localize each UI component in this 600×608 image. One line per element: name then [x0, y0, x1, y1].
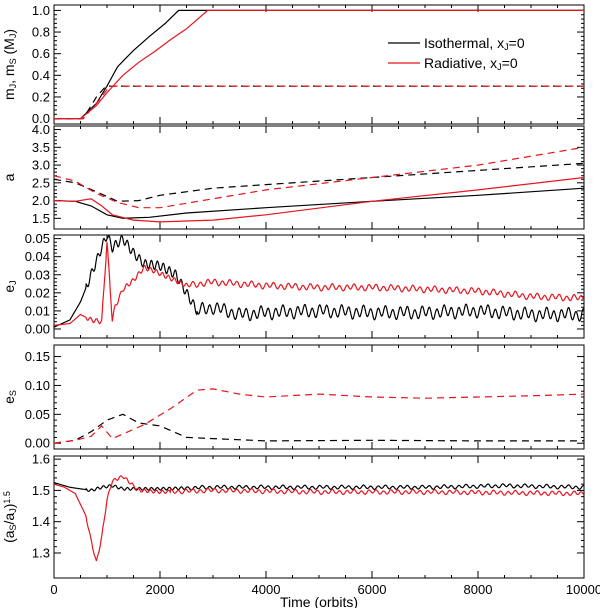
- y-axis-label-part: m: [1, 88, 17, 100]
- x-axis-label: Time (orbits): [280, 594, 358, 608]
- y-axis-label-part: 1.5: [2, 491, 12, 504]
- series-line-semimajor-2: [54, 162, 584, 202]
- y-axis-label-part: /a: [1, 513, 17, 525]
- y-tick-label: 0.15: [25, 349, 50, 364]
- x-tick-label: 4000: [252, 582, 281, 597]
- panel-mass: 0.00.20.40.60.81.0mJ, mS (MJ): [1, 3, 585, 126]
- y-axis-label: mJ, mS (MJ): [1, 29, 18, 100]
- y-axis-label: eS: [1, 390, 18, 404]
- y-axis-label-part: , m: [1, 64, 17, 83]
- legend-label-suffix: =0: [502, 55, 518, 71]
- panel-frame: [53, 125, 585, 230]
- panel-eJ: 0.00 0.01 0.02 0.03 0.04 0.05 eJ: [1, 231, 585, 339]
- y-tick-label: 3.5: [32, 140, 50, 155]
- panel-frame: [53, 455, 585, 579]
- x-tick-label: 10000: [566, 582, 600, 597]
- x-tick-label: 8000: [464, 582, 493, 597]
- y-axis-label: a: [1, 173, 17, 181]
- series-line-ratio-1: [54, 475, 584, 562]
- y-tick-label: 1.6: [32, 452, 50, 467]
- y-axis-label-part: ): [1, 504, 17, 509]
- y-axis-label: eJ: [1, 280, 18, 292]
- y-axis-label-part: e: [1, 396, 17, 404]
- y-axis-label-part: ): [1, 29, 17, 34]
- legend-label-text: Radiative, x: [424, 55, 497, 71]
- y-axis-label-part: J: [8, 34, 18, 39]
- y-axis-label-part: S: [8, 58, 18, 64]
- series-line-semimajor-1: [54, 176, 584, 223]
- y-tick-label: 4.0: [32, 122, 50, 137]
- y-axis-label-part: J: [8, 84, 18, 89]
- y-tick-label: 1.5: [32, 211, 50, 226]
- panel-frame: [53, 344, 585, 450]
- x-tick-label: 2000: [146, 582, 175, 597]
- legend-label-subscript: J: [504, 42, 509, 52]
- y-axis-label-part: a: [1, 173, 17, 181]
- x-tick-label: 6000: [358, 582, 387, 597]
- y-tick-label: 2.0: [32, 193, 50, 208]
- legend-label-suffix: =0: [509, 35, 525, 51]
- y-tick-label: 0.05: [25, 231, 50, 246]
- y-tick-label: 0.2: [32, 89, 50, 104]
- series-line-eS-1: [54, 388, 584, 444]
- series-line-semimajor-0: [54, 187, 584, 219]
- y-tick-label: 0.02: [25, 285, 50, 300]
- y-tick-label: 0.03: [25, 267, 50, 282]
- y-tick-label: 1.4: [32, 514, 50, 529]
- y-axis-label-part: (M: [1, 38, 17, 58]
- legend-label-text: Isothermal, x: [424, 35, 504, 51]
- series-line-semimajor-3: [54, 146, 584, 209]
- y-tick-label: 1.0: [32, 3, 50, 18]
- y-tick-label: 0.0: [32, 111, 50, 126]
- y-tick-label: 0.6: [32, 46, 50, 61]
- y-tick-label: 0.00: [25, 321, 50, 336]
- y-tick-label: 1.5: [32, 483, 50, 498]
- panel-semimajor: 1.5 2.0 2.5 3.0 3.5 4.0 a: [1, 122, 585, 230]
- y-tick-label: 1.3: [32, 545, 50, 560]
- series-line-eJ-1: [54, 242, 584, 326]
- y-tick-label: 0.05: [25, 407, 50, 422]
- y-tick-label: 0.00: [25, 436, 50, 451]
- legend-label-radiative: Radiative, xJ=0: [424, 55, 518, 72]
- y-axis-label-part: (a: [1, 530, 17, 543]
- y-tick-label: 0.04: [25, 249, 50, 264]
- y-axis-label-part: J: [8, 280, 18, 285]
- y-tick-label: 3.0: [32, 158, 50, 173]
- series-line-ratio-0: [54, 482, 584, 492]
- y-tick-label: 0.01: [25, 303, 50, 318]
- series-line-mass-3: [54, 85, 584, 120]
- y-axis-label-part: S: [8, 390, 18, 396]
- y-tick-label: 2.5: [32, 175, 50, 190]
- y-axis-label: (aS/aJ)1.5: [1, 491, 18, 543]
- panel-ratio: 1.31.41.51.6(aS/aJ)1.50 2000 4000 6000 8000 1…: [1, 452, 600, 608]
- series-line-mass-2: [54, 85, 584, 120]
- legend-label-subscript: J: [497, 62, 502, 72]
- y-axis-label-part: J: [8, 508, 18, 513]
- y-axis-label-part: S: [8, 524, 18, 530]
- y-axis-label-part: e: [1, 285, 17, 293]
- y-tick-label: 0.4: [32, 68, 50, 83]
- panel-eS: 0.00 0.05 0.10 0.15 eS: [1, 344, 585, 451]
- y-tick-label: 0.10: [25, 378, 50, 393]
- series-line-eJ-0: [54, 235, 584, 328]
- legend-label-isothermal: Isothermal, xJ=0: [424, 35, 525, 52]
- x-tick-label: 0: [50, 582, 57, 597]
- y-tick-label: 0.8: [32, 25, 50, 40]
- series-line-eS-0: [54, 413, 584, 444]
